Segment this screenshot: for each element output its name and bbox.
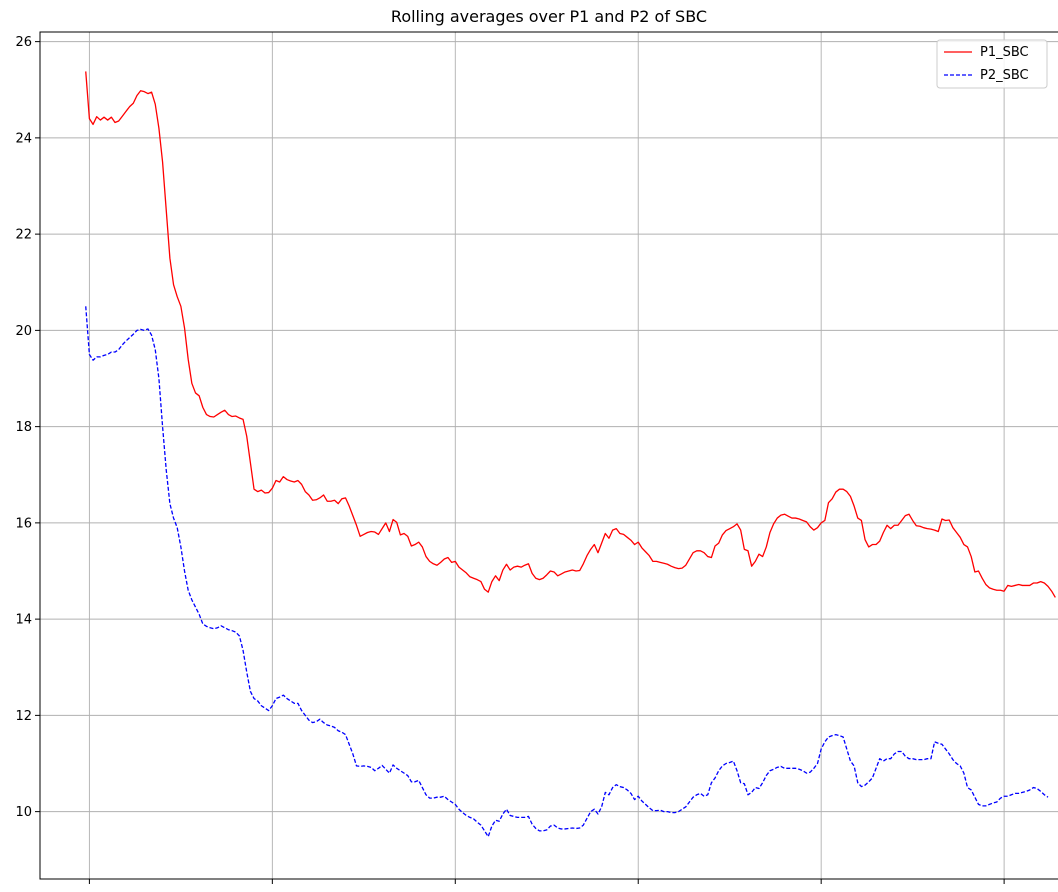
y-tick-label-12: 12	[15, 709, 32, 724]
grid	[40, 32, 1058, 879]
y-tick-label-22: 22	[15, 228, 32, 243]
axes: 10 12 14 16 18 20 22 24 26	[15, 35, 1005, 884]
series-line-p2-sbc	[85, 306, 1049, 838]
legend: P1_SBC P2_SBC	[936, 39, 1048, 89]
y-tick-label-18: 18	[15, 420, 32, 435]
y-tick-label-14: 14	[15, 613, 32, 628]
y-tick-label-24: 24	[15, 131, 32, 146]
y-tick-label-16: 16	[15, 516, 32, 531]
series-line-p1-sbc	[85, 71, 1056, 598]
plot-frame	[39, 31, 1058, 880]
legend-label-p2-sbc: P2_SBC	[980, 68, 1029, 83]
legend-label-p1-sbc: P1_SBC	[980, 45, 1029, 60]
y-tick-label-26: 26	[15, 35, 32, 50]
y-tick-label-10: 10	[15, 805, 32, 820]
y-tick-label-20: 20	[15, 324, 32, 339]
chart-title: Rolling averages over P1 and P2 of SBC	[391, 7, 707, 26]
series-group	[85, 71, 1056, 838]
plot-area	[39, 31, 1058, 880]
